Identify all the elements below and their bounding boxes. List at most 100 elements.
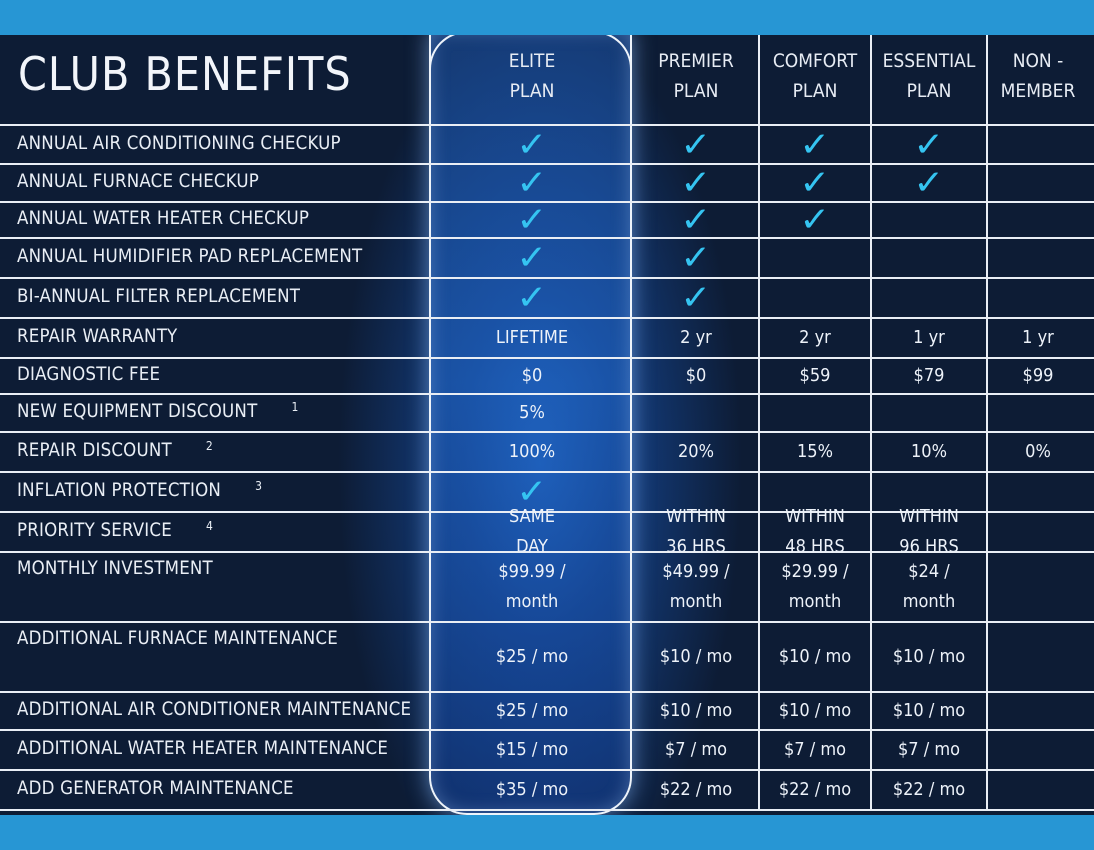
cell-comfort: ✓ [760,125,870,164]
cell-essential: 1 yr [872,318,986,358]
cell-value: $35 / mo [495,779,569,800]
col-header-premier-line2: PLAN [673,80,719,102]
cell-premier: 2 yr [634,318,758,358]
cell-elite: $99.99 / month [432,552,632,622]
checkmark-icon: ✓ [680,124,712,165]
row-label: BI-ANNUAL FILTER REPLACEMENT [17,286,300,307]
cell-comfort: $29.99 / month [760,552,870,622]
benefits-panel: CLUB BENEFITS ELITE PLAN PREMIER PLAN CO… [0,35,1094,815]
cell-comfort: $10 / mo [760,692,870,730]
cell-elite: ✓ [432,278,632,318]
row-label-text: PRIORITY SERVICE [17,520,172,541]
row-label: ADDITIONAL FURNACE MAINTENANCE [17,628,338,649]
cell-elite: LIFETIME [432,318,632,358]
checkmark-icon: ✓ [799,200,831,240]
row-label-text: ANNUAL WATER HEATER CHECKUP [17,208,310,229]
cell-value: 48 HRS [785,536,845,557]
row-label-text: ANNUAL HUMIDIFIER PAD REPLACEMENT [17,246,363,267]
checkmark-icon: ✓ [799,163,831,203]
row-label-text: DIAGNOSTIC FEE [17,364,161,385]
cell-premier: ✓ [634,164,758,202]
footnote-marker: 2 [205,439,213,453]
cell-value: $59 [799,365,831,386]
col-header-comfort: COMFORT PLAN [760,41,870,111]
cell-value: $22 / mo [892,779,966,800]
row-label: ADDITIONAL AIR CONDITIONER MAINTENANCE [17,699,411,720]
cell-essential: $22 / mo [872,770,986,810]
cell-value: WITHIN [899,506,959,527]
checkmark-icon: ✓ [516,200,548,240]
cell-value: $99 [1022,365,1054,386]
row-divider [0,809,1094,811]
page-title: CLUB BENEFITS [18,47,352,101]
checkmark-icon: ✓ [799,124,831,165]
cell-elite: $35 / mo [432,770,632,810]
cell-essential: $10 / mo [872,692,986,730]
row-divider [0,769,1094,771]
checkmark-icon: ✓ [680,238,712,278]
row-label: ANNUAL AIR CONDITIONING CHECKUP [17,133,341,154]
row-label: ADD GENERATOR MAINTENANCE [17,778,294,799]
row-label: INFLATION PROTECTION 3 [17,479,263,501]
cell-essential: 10% [872,432,986,472]
row-divider [0,393,1094,395]
cell-value: $24 / [908,561,950,582]
cell-premier: ✓ [634,125,758,164]
row-label: ADDITIONAL WATER HEATER MAINTENANCE [17,738,388,759]
cell-elite: $15 / mo [432,730,632,770]
col-header-elite-line1: ELITE [508,50,556,72]
col-header-essential-line1: ESSENTIAL [882,50,976,72]
cell-value: 10% [911,441,947,462]
cell-comfort: 2 yr [760,318,870,358]
row-label: ANNUAL WATER HEATER CHECKUP [17,208,309,229]
cell-comfort: ✓ [760,202,870,238]
col-header-elite-line2: PLAN [509,80,555,102]
col-header-comfort-line1: COMFORT [772,50,858,72]
cell-value: $99.99 / [498,561,566,582]
row-divider [0,691,1094,693]
row-label: REPAIR DISCOUNT 2 [17,439,213,461]
cell-value: $10 / mo [659,646,733,667]
cell-value: $10 / mo [659,700,733,721]
cell-essential: $24 / month [872,552,986,622]
cell-comfort: 15% [760,432,870,472]
checkmark-icon: ✓ [680,200,712,240]
row-label-text: BI-ANNUAL FILTER REPLACEMENT [17,286,301,307]
row-divider [0,124,1094,126]
col-header-elite: ELITE PLAN [432,41,632,111]
cell-value: $7 / mo [664,739,728,760]
row-label-text: REPAIR WARRANTY [17,326,178,347]
col-header-premier-line1: PREMIER [658,50,734,72]
col-header-essential: ESSENTIAL PLAN [872,41,986,111]
row-divider [0,621,1094,623]
checkmark-icon: ✓ [516,278,548,318]
cell-value: $0 [685,365,707,386]
cell-value: WITHIN [666,506,726,527]
col-header-premier: PREMIER PLAN [634,41,758,111]
cell-value: $10 / mo [778,700,852,721]
row-label: REPAIR WARRANTY [17,326,177,347]
cell-comfort: $10 / mo [760,622,870,692]
cell-value: month [505,591,559,612]
cell-value: DAY [516,536,548,557]
cell-elite: ✓ [432,472,632,512]
cell-value: $10 / mo [892,646,966,667]
cell-premier: $10 / mo [634,692,758,730]
cell-premier: ✓ [634,238,758,278]
row-label-text: MONTHLY INVESTMENT [17,558,213,579]
cell-value: LIFETIME [495,327,569,348]
row-divider [0,201,1094,203]
row-label-text: ADD GENERATOR MAINTENANCE [17,778,294,799]
col-header-non-member: NON - MEMBER [988,41,1088,111]
row-label: MONTHLY INVESTMENT [17,558,213,579]
footnote-marker: 3 [255,479,263,493]
cell-comfort: $59 [760,358,870,394]
cell-premier: $7 / mo [634,730,758,770]
cell-premier: 20% [634,432,758,472]
cell-value: $7 / mo [897,739,961,760]
cell-value: 2 yr [680,327,712,348]
cell-value: 96 HRS [899,536,959,557]
row-label-text: ADDITIONAL WATER HEATER MAINTENANCE [17,738,389,759]
checkmark-icon: ✓ [680,163,712,203]
column-divider [758,35,760,810]
